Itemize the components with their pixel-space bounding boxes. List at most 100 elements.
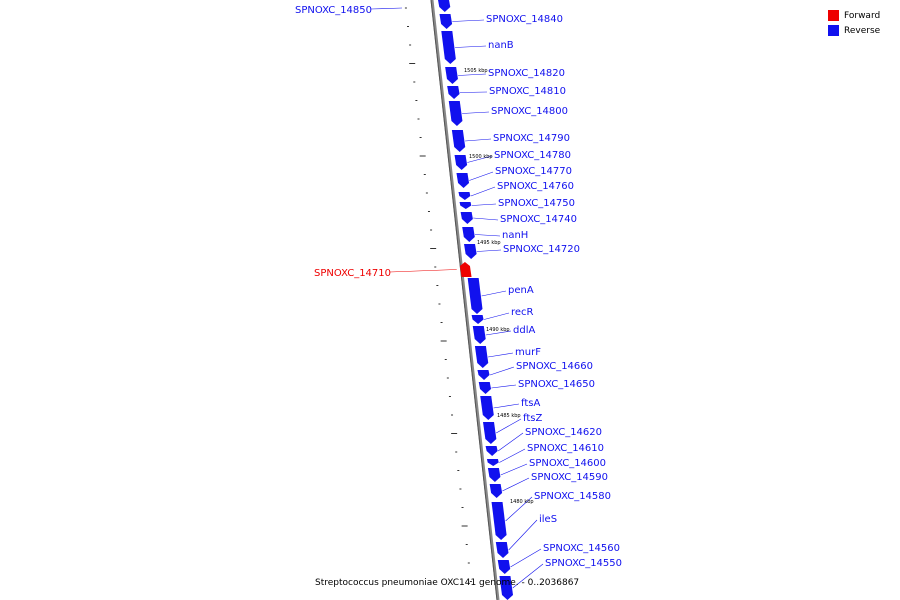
gene-block[interactable] [451,130,466,152]
gene-label[interactable]: SPNOXC_14600 [529,458,606,469]
gene-block[interactable] [464,244,477,259]
gene-block[interactable] [460,212,473,224]
gene-SPNOXC_14840[interactable]: SPNOXC_14840 [439,14,563,29]
gene-SPNOXC_14660[interactable]: SPNOXC_14660 [477,361,593,380]
gene-nanH[interactable]: nanH [462,227,528,242]
gene-block[interactable] [480,396,494,420]
gene-track: SPNOXC_14850 SPNOXC_14840 nanB SPNOXC_14820… [295,0,622,600]
gene-label[interactable]: SPNOXC_14850 [295,5,372,16]
gene-block[interactable] [438,0,451,12]
gene-block[interactable] [489,484,503,498]
gene-block[interactable] [456,173,470,188]
gene-block[interactable] [495,542,509,558]
gene-block[interactable] [472,326,486,344]
gene-label[interactable]: SPNOXC_14590 [531,472,608,483]
gene-block[interactable] [445,67,458,84]
gene-ileS[interactable]: ileS [495,514,557,558]
gene-label[interactable]: ileS [539,514,557,525]
gene-SPNOXC_14710[interactable]: SPNOXC_14710 [314,262,472,279]
gene-block[interactable] [477,370,490,380]
gene-SPNOXC_14740[interactable]: SPNOXC_14740 [460,212,577,225]
gene-block[interactable] [483,422,497,444]
gene-SPNOXC_14770[interactable]: SPNOXC_14770 [456,166,572,188]
gene-label[interactable]: ftsA [521,398,540,409]
gene-connector [481,290,507,297]
gene-SPNOXC_14810[interactable]: SPNOXC_14810 [447,86,566,99]
gene-label[interactable]: SPNOXC_14550 [545,558,622,569]
gene-SPNOXC_14800[interactable]: SPNOXC_14800 [448,101,568,126]
gene-label[interactable]: SPNOXC_14620 [525,427,602,438]
gene-block[interactable] [441,31,456,64]
gene-label[interactable]: SPNOXC_14760 [497,181,574,192]
gene-penA[interactable]: penA [467,278,534,314]
gene-block[interactable] [467,278,483,314]
gene-SPNOXC_14590[interactable]: SPNOXC_14590 [489,472,608,498]
gene-connector [474,234,501,237]
gene-block[interactable] [471,315,484,324]
gene-SPNOXC_14620[interactable]: SPNOXC_14620 [485,427,602,456]
gene-label[interactable]: SPNOXC_14820 [488,68,565,79]
gene-label[interactable]: nanB [488,40,514,51]
gene-block[interactable] [499,576,513,600]
gene-block[interactable] [497,560,511,574]
gene-block[interactable] [454,155,468,170]
gene-label[interactable]: SPNOXC_14660 [516,361,593,372]
gene-SPNOXC_14760[interactable]: SPNOXC_14760 [458,181,574,200]
gene-label[interactable]: SPNOXC_14560 [543,543,620,554]
gene-block[interactable] [448,101,463,126]
gene-label[interactable]: SPNOXC_14780 [494,150,571,161]
gene-label[interactable]: SPNOXC_14740 [500,214,577,225]
gene-label[interactable]: ddlA [513,325,535,336]
gene-block[interactable] [439,14,453,29]
gene-SPNOXC_14790[interactable]: SPNOXC_14790 [451,130,570,152]
gene-block[interactable] [447,86,460,99]
gene-label[interactable]: SPNOXC_14750 [498,198,575,209]
gene-SPNOXC_14580[interactable]: SPNOXC_14580 [491,491,611,540]
gene-recR[interactable]: recR [471,307,534,324]
gene-label[interactable]: SPNOXC_14790 [493,133,570,144]
gene-ddlA[interactable]: ddlA [472,325,536,344]
gene-ftsZ[interactable]: ftsZ [483,413,542,444]
gene-label[interactable]: SPNOXC_14580 [534,491,611,502]
gene-block[interactable] [478,382,492,394]
gene-block[interactable] [487,468,501,482]
gene-label[interactable]: SPNOXC_14610 [527,443,604,454]
gene-label[interactable]: SPNOXC_14770 [495,166,572,177]
gene-SPNOXC_14560[interactable]: SPNOXC_14560 [497,543,620,574]
gene-SPNOXC_14820[interactable]: SPNOXC_14820 [445,67,565,84]
gene-SPNOXC_14610[interactable]: SPNOXC_14610 [486,443,604,466]
gene-SPNOXC_14850[interactable]: SPNOXC_14850 [295,0,451,16]
gene-connector [465,138,492,142]
gene-block[interactable] [474,346,489,368]
gene-block[interactable] [459,262,472,277]
gene-SPNOXC_14780[interactable]: SPNOXC_14780 [454,150,571,170]
gene-label[interactable]: SPNOXC_14650 [518,379,595,390]
gene-label[interactable]: SPNOXC_14840 [486,14,563,25]
gene-block[interactable] [486,459,499,466]
gene-SPNOXC_14600[interactable]: SPNOXC_14600 [487,458,606,482]
gene-block[interactable] [458,192,471,200]
gene-SPNOXC_14720[interactable]: SPNOXC_14720 [464,244,580,259]
gene-SPNOXC_14550[interactable]: SPNOXC_14550 [499,558,622,600]
gene-connector [458,73,487,76]
gene-label[interactable]: murF [515,347,541,358]
gene-block[interactable] [485,446,498,456]
gene-ftsA[interactable]: ftsA [480,396,540,420]
gene-SPNOXC_14750[interactable]: SPNOXC_14750 [459,198,575,209]
gene-connector [389,269,457,273]
gene-label[interactable]: SPNOXC_14800 [491,106,568,117]
gene-connector [505,496,533,522]
gene-block[interactable] [491,502,507,540]
gene-label[interactable]: ftsZ [523,413,542,424]
gene-block[interactable] [459,202,472,209]
gene-label[interactable]: SPNOXC_14810 [489,86,566,97]
gene-nanB[interactable]: nanB [441,31,514,64]
gene-label[interactable]: penA [508,285,534,296]
gene-SPNOXC_14650[interactable]: SPNOXC_14650 [478,379,595,394]
gene-block[interactable] [462,227,475,242]
gene-murF[interactable]: murF [474,346,541,368]
gene-label[interactable]: recR [511,307,534,318]
gene-label[interactable]: SPNOXC_14720 [503,244,580,255]
gene-label[interactable]: SPNOXC_14710 [314,268,391,279]
gene-label[interactable]: nanH [502,230,528,241]
